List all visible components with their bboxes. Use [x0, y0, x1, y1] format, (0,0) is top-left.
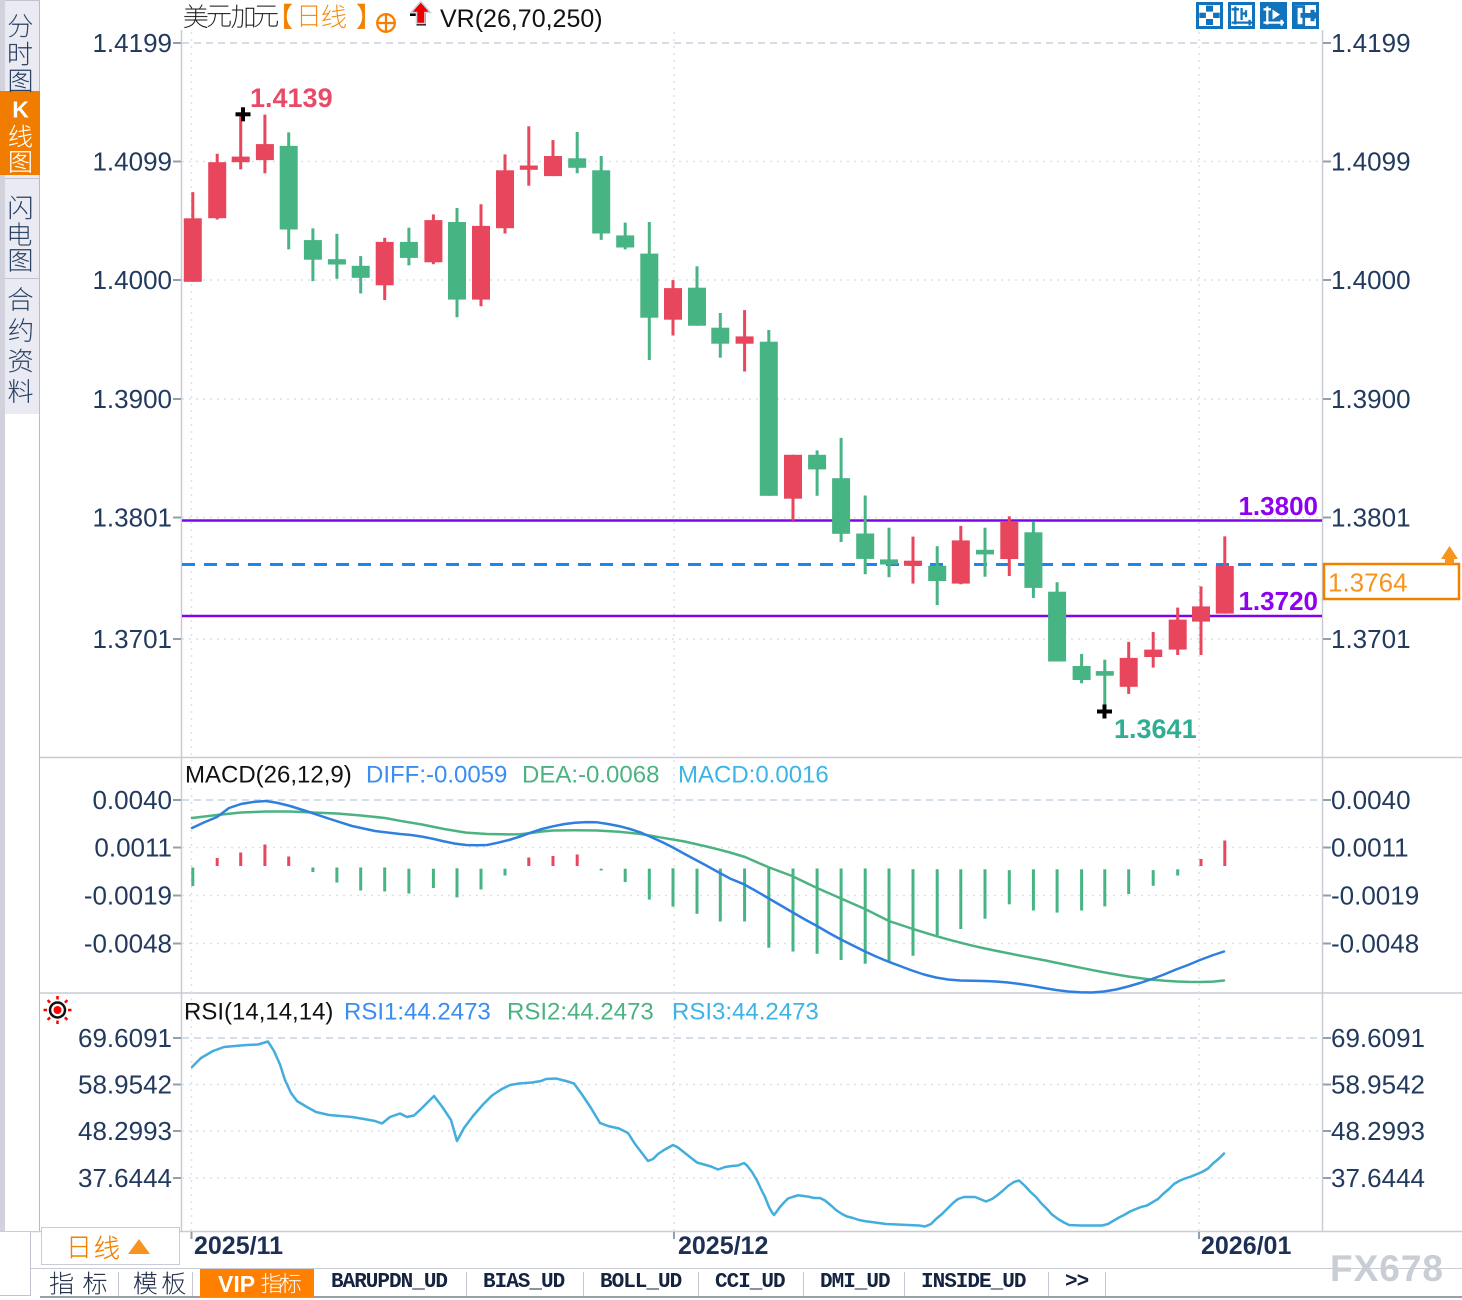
svg-text:1.4199: 1.4199 — [92, 28, 172, 58]
svg-text:1.3801: 1.3801 — [92, 503, 172, 533]
svg-text:48.2993: 48.2993 — [1331, 1116, 1425, 1146]
svg-text:RSI3:44.2473: RSI3:44.2473 — [672, 999, 819, 1026]
svg-text:1.3800: 1.3800 — [1238, 491, 1318, 521]
svg-text:DEA:-0.0068: DEA:-0.0068 — [522, 762, 659, 789]
svg-text:MACD(26,12,9): MACD(26,12,9) — [185, 762, 352, 789]
svg-text:2026/01: 2026/01 — [1201, 1232, 1291, 1260]
svg-text:1.4000: 1.4000 — [1331, 265, 1411, 295]
svg-text:2025/11: 2025/11 — [194, 1232, 283, 1260]
svg-text:1.3801: 1.3801 — [1331, 503, 1411, 533]
svg-text:1.4000: 1.4000 — [92, 265, 172, 295]
svg-text:0.0011: 0.0011 — [94, 833, 172, 863]
svg-text:1.4099: 1.4099 — [1331, 147, 1411, 177]
svg-text:DIFF:-0.0059: DIFF:-0.0059 — [366, 762, 507, 789]
svg-text:RSI1:44.2473: RSI1:44.2473 — [344, 999, 491, 1026]
svg-text:37.6444: 37.6444 — [78, 1163, 172, 1193]
svg-text:1.4099: 1.4099 — [92, 147, 172, 177]
svg-text:MACD:0.0016: MACD:0.0016 — [678, 762, 829, 789]
svg-text:1.4199: 1.4199 — [1331, 28, 1411, 58]
svg-text:48.2993: 48.2993 — [78, 1116, 172, 1146]
svg-text:VR(26,70,250): VR(26,70,250) — [440, 5, 603, 33]
svg-text:1.3764: 1.3764 — [1328, 568, 1408, 598]
svg-text:58.9542: 58.9542 — [78, 1070, 172, 1100]
svg-text:1.3701: 1.3701 — [92, 624, 172, 654]
svg-text:1.4139: 1.4139 — [250, 83, 333, 113]
svg-text:RSI(14,14,14): RSI(14,14,14) — [184, 999, 333, 1026]
svg-text:1.3701: 1.3701 — [1331, 624, 1411, 654]
svg-text:-0.0019: -0.0019 — [1331, 881, 1419, 911]
svg-text:1.3641: 1.3641 — [1114, 714, 1197, 744]
svg-text:-0.0048: -0.0048 — [1331, 929, 1419, 959]
svg-text:69.6091: 69.6091 — [78, 1023, 172, 1053]
svg-text:0.0011: 0.0011 — [1331, 833, 1409, 863]
svg-text:-0.0019: -0.0019 — [84, 881, 172, 911]
svg-text:69.6091: 69.6091 — [1331, 1023, 1425, 1053]
svg-text:1.3900: 1.3900 — [1331, 384, 1411, 414]
svg-text:2025/12: 2025/12 — [678, 1232, 768, 1260]
svg-text:58.9542: 58.9542 — [1331, 1070, 1425, 1100]
svg-text:37.6444: 37.6444 — [1331, 1163, 1425, 1193]
svg-text:0.0040: 0.0040 — [92, 785, 172, 815]
svg-text:1.3900: 1.3900 — [92, 384, 172, 414]
svg-text:0.0040: 0.0040 — [1331, 785, 1411, 815]
svg-text:RSI2:44.2473: RSI2:44.2473 — [507, 999, 654, 1026]
svg-text:-0.0048: -0.0048 — [84, 929, 172, 959]
svg-text:1.3720: 1.3720 — [1238, 586, 1318, 616]
